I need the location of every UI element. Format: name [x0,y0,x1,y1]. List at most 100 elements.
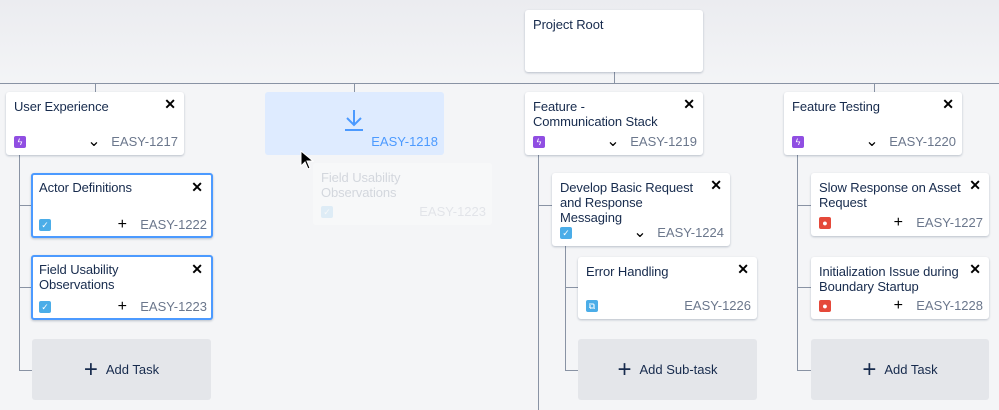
epic-icon: ϟ [792,136,804,148]
card-title: Feature Testing [792,99,880,114]
card-footer: ✓ + EASY-1222 [39,217,207,233]
connector-line [797,205,811,206]
connector-line [19,370,32,371]
plus-icon[interactable]: + [117,216,127,233]
card-title: User Experience [14,99,109,114]
issue-key: EASY-1227 [916,215,983,230]
bug-card[interactable]: Slow Response on Asset Request ✕ ● + EAS… [811,173,989,236]
close-icon[interactable]: ✕ [191,179,203,195]
card-title: Field Usability Observations [39,262,119,292]
download-icon [345,110,363,131]
card-title: Error Handling [586,264,669,279]
bug-icon: ● [819,217,831,229]
chevron-down-icon[interactable]: ⌄ [633,224,647,241]
issue-key: EASY-1220 [889,134,956,149]
connector-line [797,370,811,371]
connector-line [797,155,798,370]
add-label: Add Sub-task [639,362,718,377]
bug-card[interactable]: Initialization Issue during Boundary Sta… [811,257,989,319]
card-footer: ϟ ⌄ EASY-1219 [533,134,697,150]
card-title: Develop Basic Request and Response Messa… [560,180,694,225]
close-icon[interactable]: ✕ [969,261,981,277]
connector-line [538,205,552,206]
plus-icon: + [83,355,98,383]
issue-key: EASY-1228 [916,298,983,313]
dragged-card-ghost: Field Usability Observations ✓ EASY-1223 [313,163,492,225]
connector-line [565,287,578,288]
project-root-card[interactable]: Project Root [525,10,703,72]
card-footer: ϟ ⌄ EASY-1220 [792,134,956,150]
issue-key: EASY-1219 [630,134,697,149]
bug-icon: ● [819,300,831,312]
connector-line [19,205,31,206]
card-footer: EASY-1218 [273,134,438,150]
epic-card[interactable]: Feature - Communication Stack ✕ ϟ ⌄ EASY… [525,92,703,155]
chevron-down-icon[interactable]: ⌄ [865,133,879,150]
card-title: Field Usability Observations [321,170,401,200]
issue-key: EASY-1217 [111,134,178,149]
close-icon[interactable]: ✕ [683,96,695,112]
task-icon: ✓ [560,227,572,239]
issue-key: EASY-1218 [371,134,438,149]
task-icon: ✓ [321,206,333,218]
plus-icon[interactable]: + [893,297,903,314]
card-title: Actor Definitions [39,180,132,195]
card-footer: ✓ + EASY-1223 [39,299,207,315]
add-label: Add Task [884,362,938,377]
close-icon[interactable]: ✕ [737,261,749,277]
plus-icon[interactable]: + [893,214,903,231]
task-icon: ✓ [39,219,51,231]
task-card[interactable]: Develop Basic Request and Response Messa… [552,173,730,246]
issue-key: EASY-1223 [140,299,207,314]
epic-card[interactable]: Feature Testing ✕ ϟ ⌄ EASY-1220 [784,92,962,155]
card-title: Initialization Issue during Boundary Sta… [819,264,959,294]
connector-line [354,83,355,92]
card-footer: ● + EASY-1227 [819,215,983,231]
card-title: Feature - Communication Stack [533,99,658,129]
card-footer: ● + EASY-1228 [819,298,983,314]
card-title: Slow Response on Asset Request [819,180,961,210]
connector-line [565,370,578,371]
card-footer: ⧉ EASY-1226 [586,298,751,314]
epic-icon: ϟ [533,136,545,148]
plus-icon: + [862,355,877,383]
subtask-card[interactable]: Error Handling ✕ ⧉ EASY-1226 [578,257,757,319]
connector-line [614,72,615,83]
task-card[interactable]: Actor Definitions ✕ ✓ + EASY-1222 [31,173,213,238]
card-footer: ϟ ⌄ EASY-1217 [14,134,178,150]
add-label: Add Task [105,362,160,377]
issue-key: EASY-1223 [419,204,486,219]
connector-line [95,83,96,92]
mouse-cursor-icon [300,150,314,170]
epic-card[interactable]: User Experience ✕ ϟ ⌄ EASY-1217 [6,92,184,155]
drop-target-card[interactable]: EASY-1218 [265,92,444,155]
chevron-down-icon[interactable]: ⌄ [87,133,101,150]
issue-key: EASY-1224 [657,225,724,240]
card-title: Project Root [533,17,604,32]
connector-line [19,287,31,288]
task-card[interactable]: Field Usability Observations ✕ ✓ + EASY-… [31,255,213,320]
subtask-icon: ⧉ [586,300,598,312]
card-footer: ✓ EASY-1223 [321,204,486,220]
add-task-button[interactable]: + Add Task [32,339,211,400]
issue-key: EASY-1222 [140,217,207,232]
chevron-down-icon[interactable]: ⌄ [606,133,620,150]
close-icon[interactable]: ✕ [942,96,954,112]
add-subtask-button[interactable]: + Add Sub-task [578,339,757,400]
close-icon[interactable]: ✕ [191,261,203,277]
task-icon: ✓ [39,301,51,313]
close-icon[interactable]: ✕ [969,177,981,193]
close-icon[interactable]: ✕ [164,96,176,112]
add-task-button[interactable]: + Add Task [811,339,989,400]
plus-icon[interactable]: + [117,298,127,315]
connector-line [797,287,811,288]
connector-line [874,83,875,92]
plus-icon: + [617,355,632,383]
epic-icon: ϟ [14,136,26,148]
issue-key: EASY-1226 [684,298,751,313]
connector-line [0,83,999,84]
connector-line [565,236,566,370]
connector-line [19,155,20,370]
card-footer: ✓ ⌄ EASY-1224 [560,225,724,241]
close-icon[interactable]: ✕ [710,177,722,193]
